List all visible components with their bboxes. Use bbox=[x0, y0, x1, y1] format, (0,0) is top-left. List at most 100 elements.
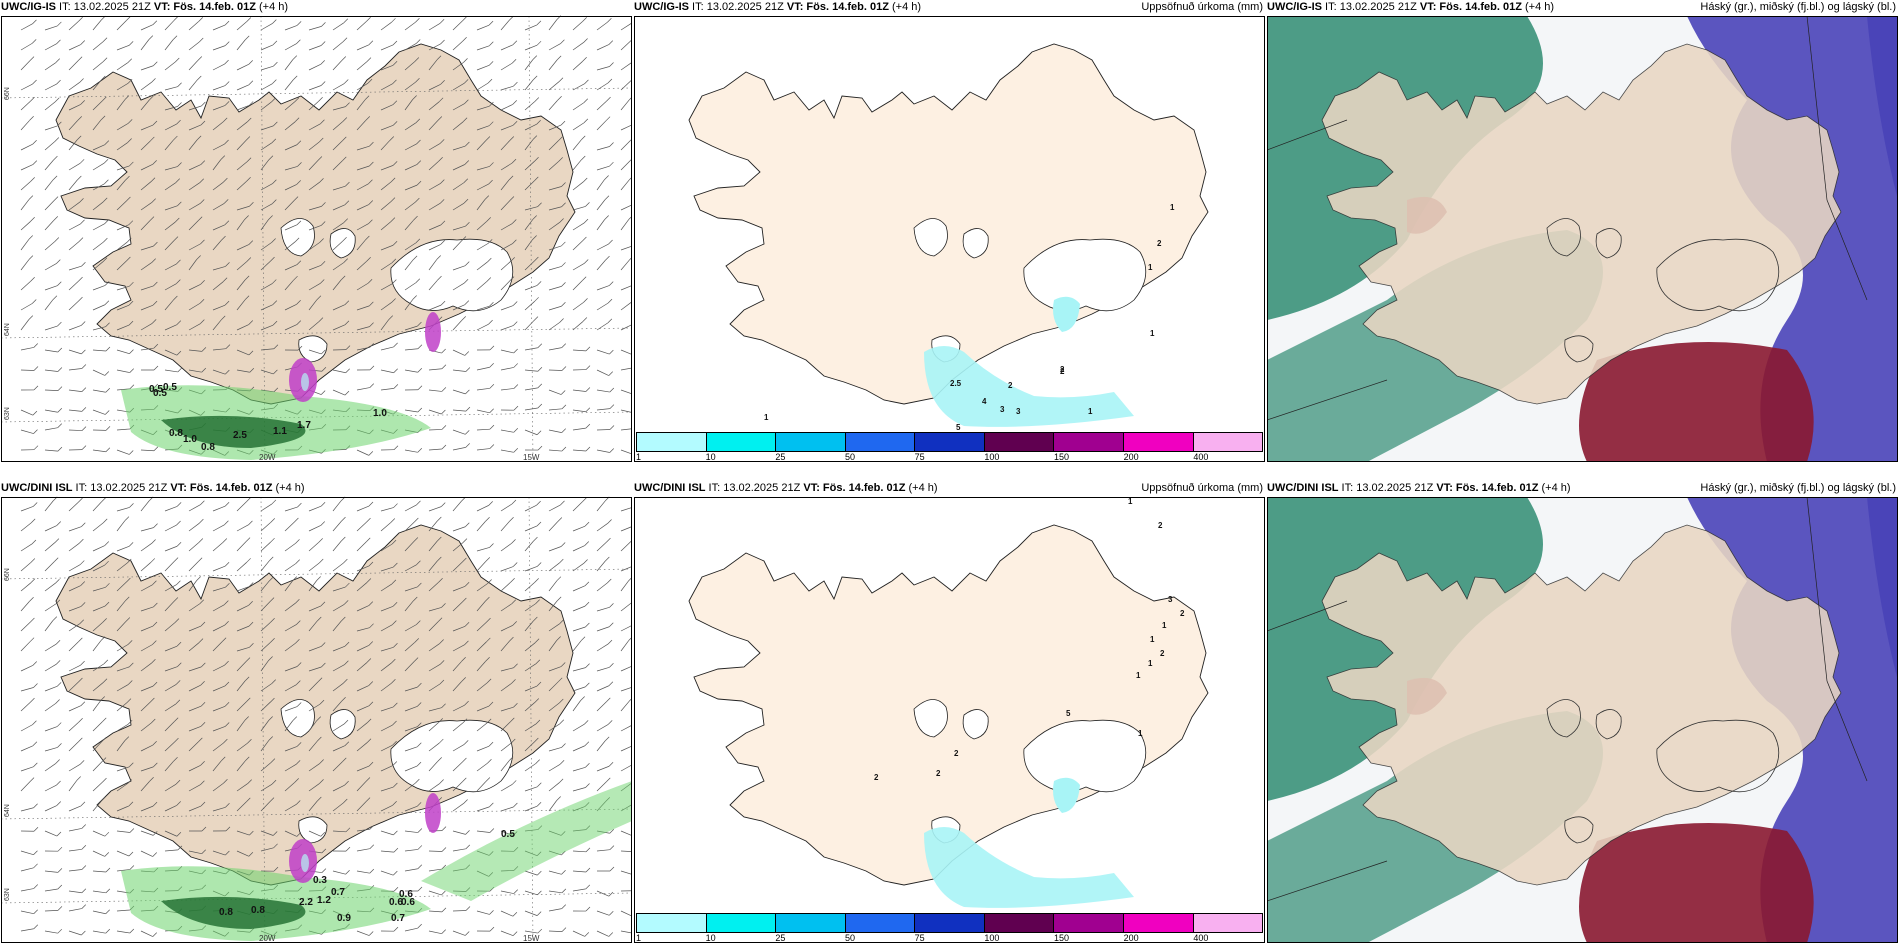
model-name: UWC/DINI ISL bbox=[1267, 482, 1339, 494]
precip-value-label: 3 bbox=[1000, 405, 1005, 414]
precip-value-label: 4 bbox=[982, 397, 987, 406]
init-time: IT: 13.02.2025 21Z bbox=[1322, 1, 1420, 13]
precip-value-label: 1 bbox=[1128, 497, 1133, 506]
forecast-panel-cloud-2: UWC/DINI ISL IT: 13.02.2025 21Z VT: Fös.… bbox=[1267, 481, 1898, 943]
valid-time: Fös. 14.feb. 01Z bbox=[806, 1, 893, 13]
lead-time: (+4 h) bbox=[259, 1, 289, 13]
precip-value-label: 1 bbox=[1088, 407, 1093, 416]
valid-time: Fös. 14.feb. 01Z bbox=[1455, 482, 1542, 494]
colorbar-tick-label: 50 bbox=[845, 452, 856, 462]
lead-time: (+4 h) bbox=[908, 482, 938, 494]
wind-value-label: 0.7 bbox=[391, 913, 405, 924]
cloud-map bbox=[1267, 496, 1898, 943]
colorbar-swatch bbox=[915, 914, 985, 932]
colorbar-tick-label: 50 bbox=[845, 933, 856, 943]
colorbar-ticks: 1 10 25 50 75 100 150 200 400 bbox=[636, 452, 1263, 462]
valid-time-label: VT: bbox=[1436, 482, 1456, 494]
wind-value-label: 0.3 bbox=[313, 875, 327, 886]
model-name: UWC/IG-IS bbox=[634, 1, 689, 13]
precip-value-label: 1 bbox=[1162, 621, 1167, 630]
colorbar-swatch bbox=[637, 433, 707, 451]
colorbar-swatch bbox=[776, 433, 846, 451]
wind-value-label: 0.6 bbox=[401, 897, 415, 908]
precip-value-label: 3 bbox=[1016, 407, 1021, 416]
init-time: IT: 13.02.2025 21Z bbox=[72, 482, 171, 494]
precip-value-label: 1 bbox=[1148, 659, 1153, 668]
valid-time-label: VT: bbox=[153, 1, 174, 13]
precip-colorbar: 1 10 25 50 75 100 150 200 400 bbox=[636, 913, 1263, 943]
panel-header: UWC/DINI ISL IT: 13.02.2025 21Z VT: Fös.… bbox=[634, 481, 1265, 497]
colorbar-tick-label: 100 bbox=[984, 933, 1000, 943]
precip-value-label: 2 bbox=[1158, 521, 1163, 530]
lead-time: (+4 h) bbox=[275, 482, 305, 494]
colorbar-swatch bbox=[845, 914, 916, 932]
init-time: IT: 13.02.2025 21Z bbox=[56, 1, 154, 13]
colorbar-swatch bbox=[1123, 914, 1194, 932]
precip-value-label: 2 bbox=[1160, 649, 1165, 658]
colorbar-tick-label: 400 bbox=[1193, 452, 1209, 462]
precip-value-label: 5 bbox=[956, 423, 961, 432]
forecast-panel-precip-2: UWC/DINI ISL IT: 13.02.2025 21Z VT: Fös.… bbox=[634, 481, 1265, 943]
lead-time: (+4 h) bbox=[1525, 1, 1555, 13]
wind-value-label: 0.8 bbox=[219, 907, 233, 918]
precip-value-label: 2 bbox=[1180, 609, 1185, 618]
longitude-label: 15W bbox=[523, 934, 540, 943]
forecast-panel-precip-1: UWC/IG-IS IT: 13.02.2025 21Z VT: Fös. 14… bbox=[634, 0, 1265, 462]
model-name: UWC/DINI ISL bbox=[1, 482, 73, 494]
colorbar-tick-label: 25 bbox=[775, 452, 786, 462]
wind-value-label: 0.5 bbox=[163, 382, 177, 393]
longitude-label: 20W bbox=[259, 453, 276, 462]
precip-value-label: 1 bbox=[1150, 329, 1155, 338]
valid-time: Fös. 14.feb. 01Z bbox=[822, 482, 909, 494]
wind-value-label: 0.5 bbox=[153, 388, 167, 399]
precip-value-label: 5 bbox=[1066, 709, 1071, 718]
wind-value-label: 0.8 bbox=[169, 428, 183, 439]
valid-time-label: VT: bbox=[1419, 1, 1440, 13]
precip-value-label: 2 bbox=[1008, 381, 1013, 390]
precip-value-label: 1 bbox=[1170, 203, 1175, 212]
colorbar-swatch bbox=[706, 914, 777, 932]
colorbar-swatch bbox=[915, 433, 985, 451]
valid-time-label: VT: bbox=[170, 482, 190, 494]
colorbar-swatches bbox=[636, 913, 1263, 933]
panel-header: UWC/IG-IS IT: 13.02.2025 21Z VT: Fös. 14… bbox=[634, 0, 1265, 16]
latitude-label: 66N bbox=[4, 568, 11, 581]
wind-value-label: 0.6 bbox=[399, 889, 413, 900]
forecast-panel-cloud-1: UWC/IG-IS IT: 13.02.2025 21Z VT: Fös. 14… bbox=[1267, 0, 1898, 462]
colorbar-swatch bbox=[776, 914, 846, 932]
valid-time: Fös. 14.feb. 01Z bbox=[189, 482, 276, 494]
panel-header: UWC/DINI ISL IT: 13.02.2025 21Z VT: Fös.… bbox=[1267, 481, 1898, 497]
wind-map: 66N 64N 63N 20W 15W 0.5 0.60.60.6 0.7 0.3 0.8 0.8 2… bbox=[1, 496, 632, 943]
lead-time: (+4 h) bbox=[892, 1, 922, 13]
precip-value-label: 2.5 bbox=[950, 379, 962, 388]
colorbar-tick-label: 25 bbox=[775, 933, 786, 943]
latitude-label: 64N bbox=[4, 323, 11, 336]
colorbar-tick-label: 100 bbox=[984, 452, 1000, 462]
wind-value-label: 1.7 bbox=[297, 420, 311, 431]
precip-value-label: 2 bbox=[1060, 365, 1065, 374]
wind-value-label: 2.5 bbox=[233, 430, 247, 441]
valid-time: Fös. 14.feb. 01Z bbox=[173, 1, 260, 13]
wind-value-label: 0.8 bbox=[201, 442, 215, 453]
longitude-label: 15W bbox=[523, 453, 540, 462]
valid-time-label: VT: bbox=[803, 482, 823, 494]
colorbar-swatch bbox=[1123, 433, 1194, 451]
precip-value-label: 2 bbox=[936, 769, 941, 778]
wind-value-label: 1.0 bbox=[183, 434, 197, 445]
colorbar-tick-label: 150 bbox=[1054, 933, 1070, 943]
colorbar-swatch bbox=[637, 914, 707, 932]
precip-value-label: 1 bbox=[1150, 635, 1155, 644]
forecast-panel-wind-1: UWC/IG-IS IT: 13.02.2025 21Z VT: Fös. 14… bbox=[1, 0, 632, 462]
precip-value-label: 1 bbox=[1136, 671, 1141, 680]
panel-header: UWC/IG-IS IT: 13.02.2025 21Z VT: Fös. 14… bbox=[1, 0, 632, 16]
model-name: UWC/IG-IS bbox=[1, 1, 56, 13]
colorbar-swatch bbox=[1054, 914, 1124, 932]
colorbar-tick-label: 400 bbox=[1193, 933, 1209, 943]
wind-value-label: 1.2 bbox=[317, 895, 331, 906]
colorbar-tick-label: 10 bbox=[705, 933, 716, 943]
precip-value-label: 2 bbox=[1060, 367, 1065, 376]
product-title: Háský (gr.), miðský (fj.bl.) og lágský (… bbox=[1700, 482, 1896, 494]
precip-value-label: 2 bbox=[954, 749, 959, 758]
